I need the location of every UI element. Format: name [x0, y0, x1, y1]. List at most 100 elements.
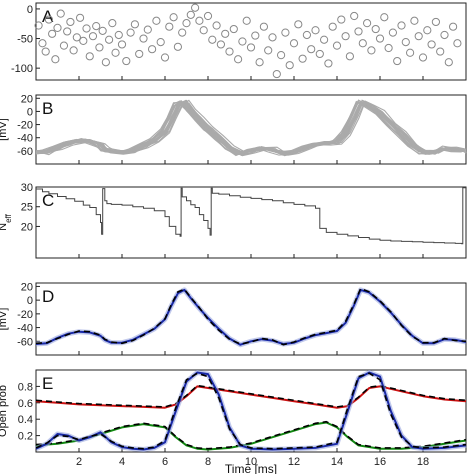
- panel-a-point: [393, 56, 402, 66]
- panel-a-point: [371, 24, 380, 34]
- panel-a-point: [98, 26, 107, 35]
- panel-c-ylabel: Neff: [0, 213, 13, 230]
- panel-a-point: [152, 16, 161, 25]
- panel-a-point: [367, 46, 376, 55]
- panel-e-letter: E: [42, 374, 53, 393]
- panel-a-point: [216, 40, 225, 49]
- panel-a-point: [298, 54, 307, 63]
- panel-e-series-line: [35, 371, 467, 451]
- panel-a-point: [238, 37, 247, 46]
- panel-a-point: [384, 43, 393, 53]
- panel-a-point: [264, 46, 273, 55]
- panel-a-point: [234, 55, 243, 64]
- panel-a-point: [354, 27, 363, 36]
- panel-e-ytick-label: 0.4: [18, 414, 33, 426]
- panel-a-point: [75, 13, 85, 22]
- panel-a-point: [66, 17, 75, 27]
- panel-a-point: [122, 56, 131, 66]
- panel-e-series-line: [35, 372, 467, 450]
- panel-a-point: [307, 45, 316, 54]
- panel-a-point: [186, 10, 195, 19]
- panel-a-point: [255, 58, 264, 67]
- panel-a-point: [289, 39, 299, 48]
- panel-a-point: [363, 19, 372, 28]
- panel-e-ytick-label: 0.2: [18, 431, 33, 443]
- panel-a-point: [345, 52, 354, 61]
- panel-a-point: [105, 35, 114, 44]
- panel-a-point: [251, 31, 260, 40]
- panel-a-point: [350, 11, 359, 21]
- panel-a-point: [34, 21, 43, 30]
- panel-a-point: [294, 20, 303, 29]
- panel-a-point: [111, 48, 120, 57]
- panel-b-letter: B: [42, 99, 53, 118]
- panel-a-point: [272, 69, 281, 79]
- panel-a-point: [56, 9, 65, 18]
- panel-a-point: [95, 43, 104, 52]
- panel-a-point: [101, 58, 110, 67]
- panel-a-point: [92, 22, 101, 31]
- panel-a-point: [453, 39, 462, 48]
- panel-e-ylabel: Open prob: [0, 385, 9, 437]
- panel-b-ytick-label: -20: [17, 120, 33, 132]
- panel-a-point: [114, 30, 123, 40]
- panel-a-point: [139, 34, 148, 43]
- panel-e-ytick-label: 0.6: [18, 398, 33, 410]
- panel-a-point: [341, 32, 350, 41]
- panel-a-point: [44, 15, 54, 24]
- panel-c-ytick-label: 25: [21, 202, 33, 214]
- panel-b-trace: [35, 100, 464, 156]
- panel-a-point: [203, 11, 213, 21]
- panel-a-point: [427, 40, 436, 49]
- panel-e-axes-frame: [35, 369, 467, 453]
- panel-e-series-line: [35, 384, 467, 408]
- panel-a-point: [332, 41, 342, 50]
- panel-a-point: [311, 26, 320, 35]
- panel-c-step-line: [36, 187, 466, 245]
- panel-a-point: [375, 34, 385, 43]
- panel-e-xtick-label: 14: [331, 456, 343, 468]
- panel-a-point: [268, 33, 277, 42]
- panel-e-xlabel: Time [ms]: [225, 462, 277, 474]
- panel-a-point: [130, 20, 139, 29]
- panel-d-letter: D: [42, 287, 54, 306]
- panel-a-point: [72, 33, 81, 42]
- panel-a-point: [397, 21, 406, 30]
- panel-a-point: [208, 35, 217, 44]
- panel-d-ytick-label: -40: [17, 323, 33, 335]
- panel-a-point: [156, 37, 165, 47]
- panel-a-point: [324, 59, 333, 68]
- panel-a-point: [410, 16, 419, 25]
- panel-e-xtick-label: 12: [288, 456, 300, 468]
- panel-c-letter: C: [42, 191, 54, 210]
- panel-a-point: [79, 36, 88, 46]
- panel-e-xtick-label: 18: [417, 456, 429, 468]
- panel-a-point: [388, 28, 397, 37]
- panel-a-point: [358, 39, 367, 48]
- panel-e-xtick-label: 6: [162, 456, 168, 468]
- panel-a-point: [178, 28, 187, 37]
- panel-a-point: [401, 37, 410, 47]
- panel-a-point: [85, 52, 94, 61]
- panel-e-xtick-label: 4: [119, 456, 125, 468]
- panel-e-xtick-label: 8: [205, 456, 211, 468]
- panel-a-point: [173, 42, 182, 51]
- panel-a-point: [449, 22, 458, 31]
- panel-a-point: [225, 47, 234, 56]
- panel-a-point: [53, 23, 62, 32]
- panel-a-point: [315, 49, 324, 59]
- panel-a-point: [48, 29, 57, 38]
- panel-a-point: [320, 35, 329, 44]
- panel-a-point: [212, 21, 221, 30]
- panel-a-point: [69, 46, 78, 55]
- panel-b-ytick-label: 0: [27, 106, 33, 118]
- panel-a-point: [337, 15, 346, 24]
- panel-b-ylabel: [mV]: [0, 118, 9, 141]
- panel-a-point: [302, 30, 311, 40]
- panel-d-ytick-label: 0: [27, 295, 33, 307]
- panel-a-point: [418, 53, 428, 62]
- panel-a-ytick-label: -100: [11, 63, 33, 75]
- panel-e-xtick-label: 2: [76, 456, 82, 468]
- panel-a-point: [229, 24, 238, 34]
